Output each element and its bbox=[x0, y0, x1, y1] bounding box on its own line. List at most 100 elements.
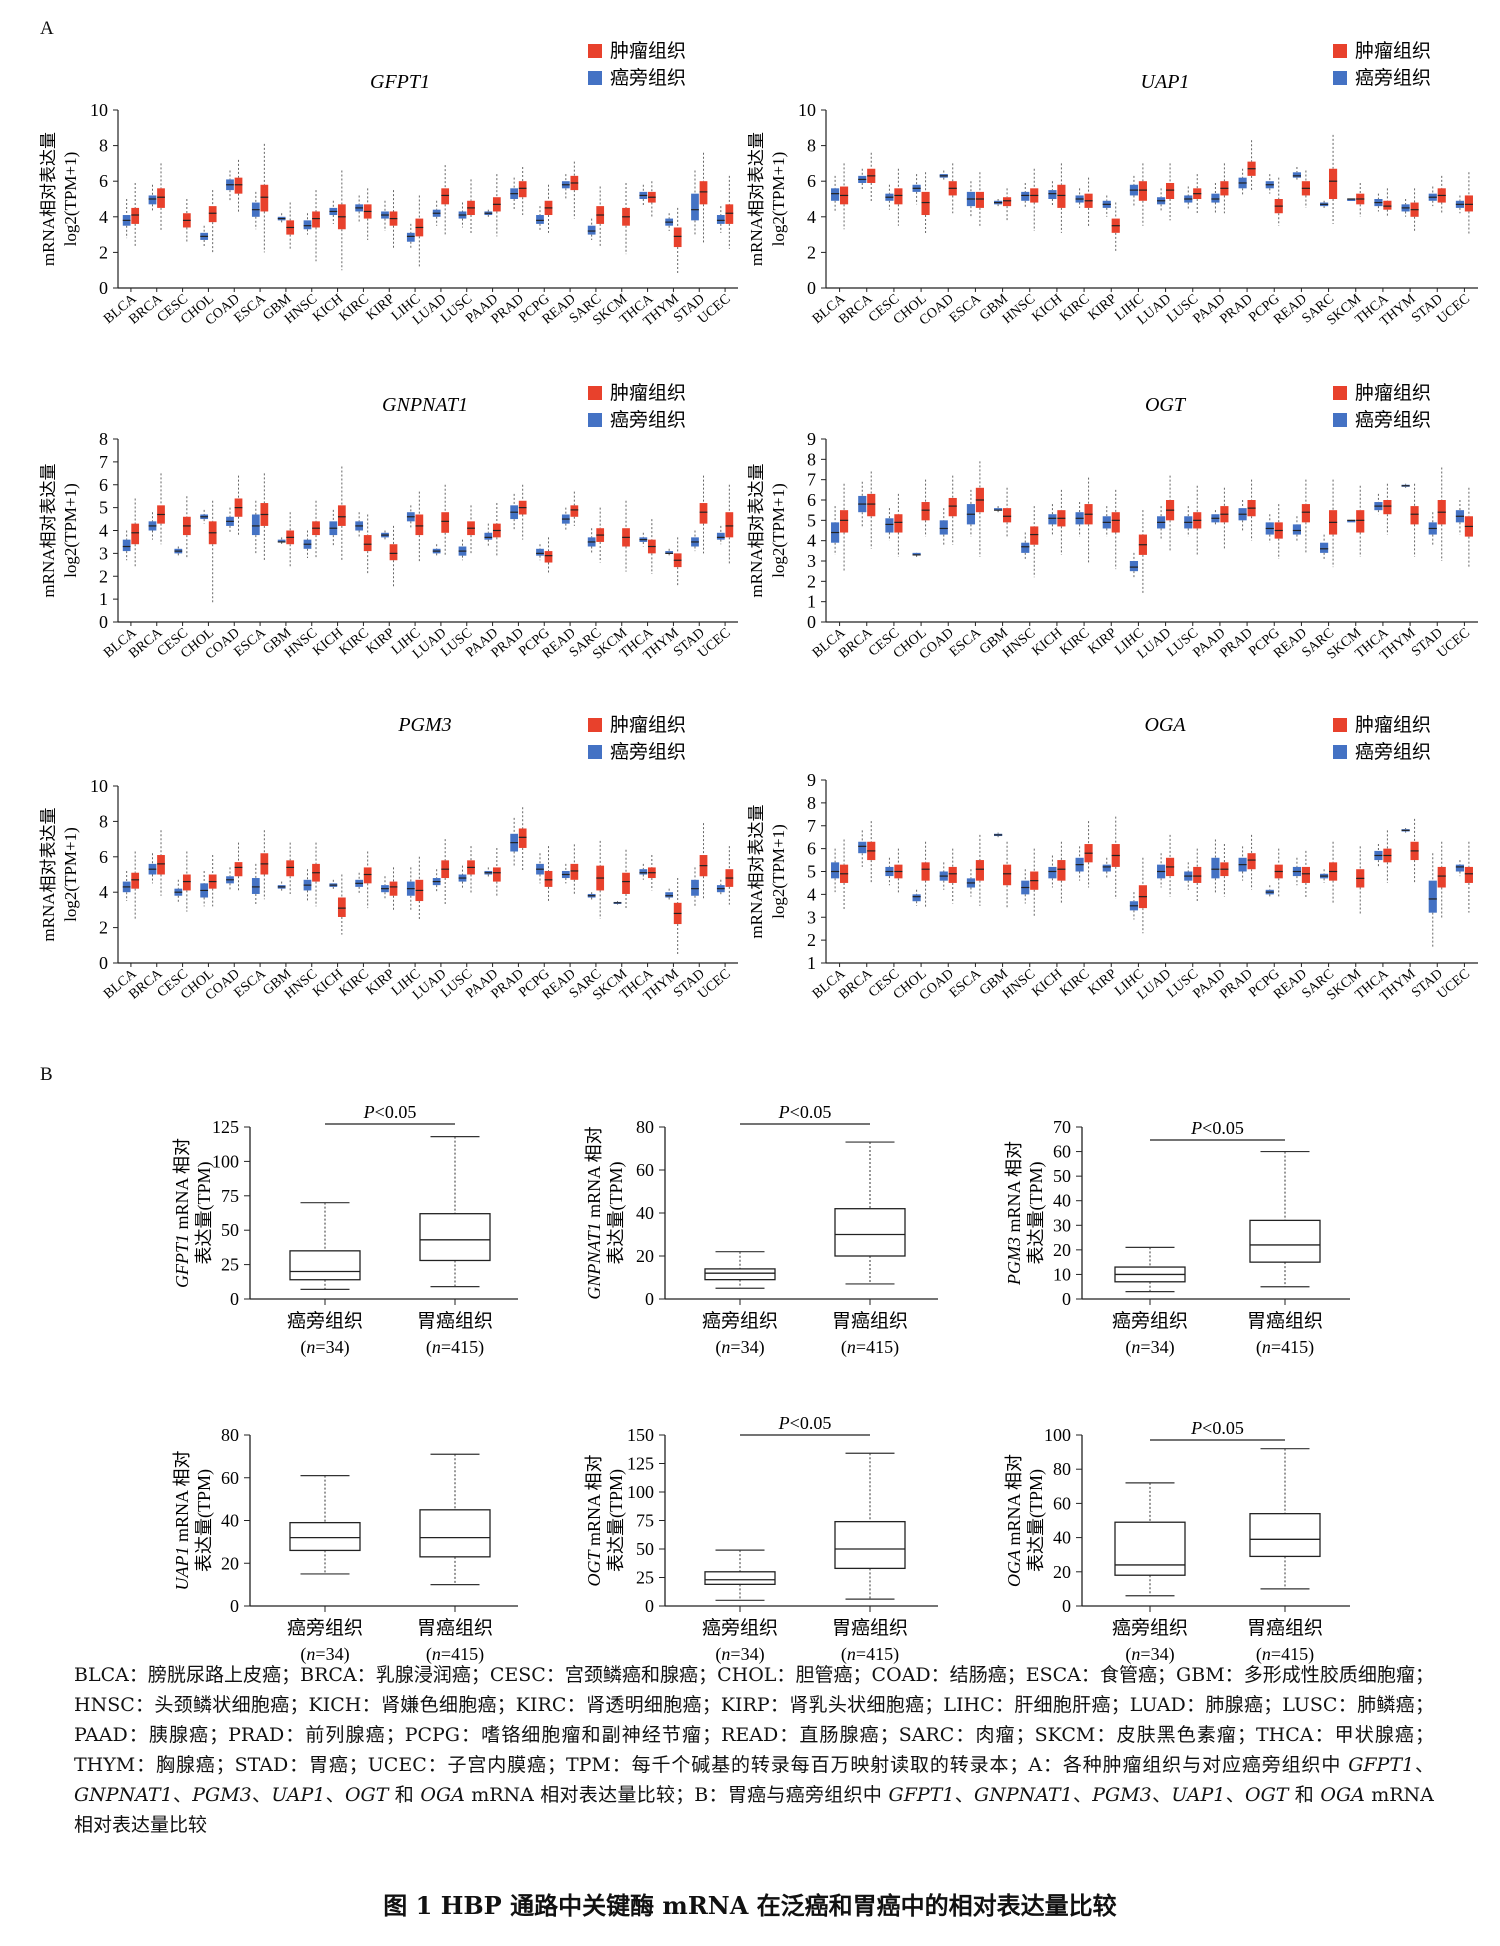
category-label: 癌旁组织 bbox=[702, 1310, 778, 1332]
sample-size-label: (n=415) bbox=[426, 1337, 484, 1358]
legend-swatch-normal bbox=[588, 745, 602, 759]
sample-size-value: =34) bbox=[730, 1337, 764, 1358]
box bbox=[1249, 1219, 1321, 1263]
x-tick-label: KIRP bbox=[1086, 966, 1120, 998]
y-tick-label: 125 bbox=[627, 1454, 654, 1474]
panel-b-label: B bbox=[40, 1064, 53, 1085]
y-tick-label: 30 bbox=[1053, 1215, 1071, 1235]
y-tick-label: 7 bbox=[99, 452, 108, 472]
y-tick-label: 8 bbox=[807, 449, 816, 469]
y-tick-label: 6 bbox=[807, 839, 816, 859]
y-tick-label: 60 bbox=[221, 1468, 239, 1488]
category-label: 癌旁组织 bbox=[287, 1617, 363, 1639]
tumor-box bbox=[1057, 184, 1066, 208]
category-label: 胃癌组织 bbox=[1247, 1617, 1323, 1639]
legend-label-tumor: 肿瘤组织 bbox=[1355, 382, 1431, 404]
y-tick-label: 5 bbox=[99, 498, 108, 518]
normal-box bbox=[1347, 199, 1356, 201]
sample-size-value: =415) bbox=[1271, 1337, 1314, 1358]
y-axis-label-line: 表达量(TPM) bbox=[1026, 1161, 1047, 1264]
sample-size-paren: ( bbox=[426, 1644, 432, 1665]
tumor-box bbox=[673, 227, 682, 248]
sample-size-value: =34) bbox=[315, 1337, 349, 1358]
y-tick-label: 5 bbox=[807, 510, 816, 530]
tumor-box bbox=[1057, 860, 1066, 881]
tumor-box bbox=[921, 502, 930, 521]
y-axis-label: PGM3 mRNA 相对 表达量(TPM) bbox=[1004, 1141, 1047, 1286]
tumor-box bbox=[234, 177, 243, 194]
y-axis-label-line: mRNA相对表达量 bbox=[39, 463, 58, 597]
normal-box bbox=[1292, 172, 1302, 178]
tumor-box bbox=[1301, 504, 1310, 523]
tumor-box bbox=[389, 881, 398, 896]
tumor-box bbox=[1464, 195, 1473, 212]
tumor-box bbox=[415, 514, 424, 536]
sample-size-n: n bbox=[1131, 1337, 1140, 1357]
y-axis-label: UAP1 mRNA 相对 表达量(TPM) bbox=[172, 1450, 215, 1590]
y-tick-label: 4 bbox=[99, 207, 108, 227]
y-tick-label: 8 bbox=[99, 429, 108, 449]
tumor-box bbox=[157, 855, 165, 875]
category-label: 胃癌组织 bbox=[832, 1310, 908, 1332]
y-axis-label-line: 表达量(TPM) bbox=[606, 1161, 627, 1264]
sample-size-label: (n=34) bbox=[715, 1337, 764, 1358]
y-axis-label-line: log2(TPM+1) bbox=[769, 152, 788, 247]
tumor-box bbox=[131, 207, 140, 224]
y-tick-label: 40 bbox=[221, 1511, 239, 1531]
y-tick-label: 5 bbox=[807, 862, 816, 882]
y-tick-label: 60 bbox=[1053, 1142, 1071, 1162]
legend-label-tumor: 肿瘤组织 bbox=[1355, 714, 1431, 736]
sample-size-label: (n=34) bbox=[1125, 1644, 1174, 1665]
y-tick-label: 20 bbox=[1053, 1562, 1071, 1582]
x-tick-label: ESCA bbox=[947, 966, 985, 1001]
normal-box bbox=[1292, 524, 1302, 535]
y-tick-label: 150 bbox=[627, 1425, 654, 1445]
y-tick-label: 1 bbox=[807, 953, 816, 973]
y-tick-label: 100 bbox=[212, 1151, 239, 1171]
sample-size-n: n bbox=[847, 1644, 856, 1664]
normal-box bbox=[1428, 880, 1437, 913]
y-tick-label: 7 bbox=[807, 470, 816, 490]
y-axis-label-line: log2(TPM+1) bbox=[769, 824, 788, 919]
significance-threshold: <0.05 bbox=[790, 1102, 832, 1122]
significance-threshold: <0.05 bbox=[790, 1413, 832, 1433]
normal-box bbox=[148, 195, 157, 205]
category-label: 胃癌组织 bbox=[1247, 1310, 1323, 1332]
sample-size-n: n bbox=[721, 1644, 730, 1664]
normal-box bbox=[716, 532, 725, 540]
significance-p: P bbox=[363, 1102, 375, 1122]
x-tick-label: KIRC bbox=[1057, 292, 1092, 325]
normal-box bbox=[251, 514, 260, 536]
legend-swatch-normal bbox=[1333, 745, 1347, 759]
normal-box bbox=[885, 518, 894, 533]
normal-box bbox=[1021, 542, 1030, 553]
y-tick-label: 8 bbox=[807, 136, 816, 156]
normal-box bbox=[122, 539, 131, 552]
category-label: 癌旁组织 bbox=[1112, 1310, 1188, 1332]
tumor-box bbox=[337, 897, 346, 917]
y-tick-label: 40 bbox=[1053, 1528, 1071, 1548]
caption-part-3: mRNA 相对表达量比较 bbox=[74, 1784, 1434, 1836]
y-tick-label: 40 bbox=[636, 1203, 654, 1223]
y-tick-label: 4 bbox=[807, 884, 816, 904]
y-axis-label-line: 表达量(TPM) bbox=[606, 1469, 627, 1572]
caption-gene-b-5: OGA bbox=[1320, 1784, 1365, 1806]
sample-size-label: (n=415) bbox=[841, 1337, 899, 1358]
x-tick-label: ESCA bbox=[947, 291, 985, 326]
y-axis-label-text: mRNA 相对 bbox=[172, 1450, 192, 1546]
sample-size-value: =34) bbox=[1140, 1644, 1174, 1665]
tumor-box bbox=[1138, 181, 1147, 201]
y-axis-label-line: mRNA相对表达量 bbox=[747, 132, 766, 266]
x-tick-label: ESCA bbox=[947, 625, 985, 660]
x-tick-label: KIRC bbox=[1057, 967, 1092, 1000]
sample-size-n: n bbox=[306, 1337, 315, 1357]
y-tick-label: 125 bbox=[212, 1117, 239, 1137]
legend-label-tumor: 肿瘤组织 bbox=[610, 714, 686, 736]
caption-gene-b-3: UAP1 bbox=[1171, 1784, 1226, 1806]
sample-size-label: (n=34) bbox=[300, 1337, 349, 1358]
